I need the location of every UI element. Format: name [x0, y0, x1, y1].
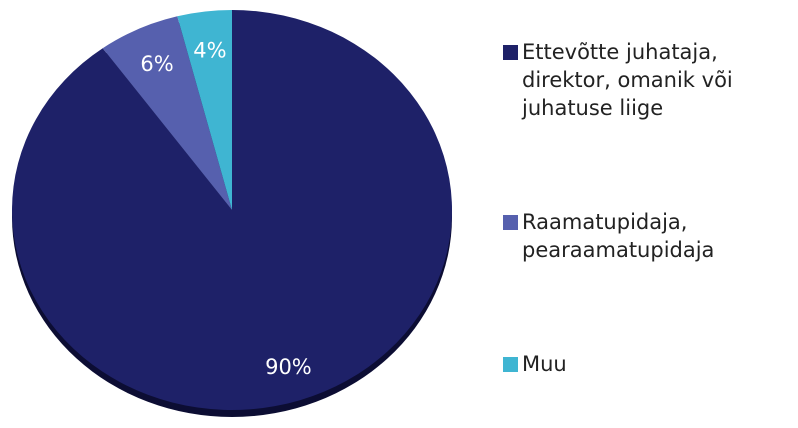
- legend-entry: Raamatupidaja, pearaamatupidaja: [503, 208, 793, 264]
- legend-label: Raamatupidaja, pearaamatupidaja: [522, 210, 715, 262]
- slice-label: 90%: [265, 355, 312, 379]
- legend-entry: Muu: [503, 350, 793, 378]
- pie-slice: [102, 16, 232, 210]
- chart: 90% 6% 4%: [11, 10, 453, 417]
- pie-slice: [177, 10, 232, 210]
- legend: Ettevõtte juhataja, direktor, omanik või…: [503, 38, 793, 378]
- legend-swatch: [503, 357, 518, 372]
- legend-swatch: [503, 215, 518, 230]
- legend-entry: Ettevõtte juhataja, direktor, omanik või…: [503, 38, 793, 122]
- legend-swatch: [503, 45, 518, 60]
- legend-label: Ettevõtte juhataja, direktor, omanik või…: [522, 40, 733, 120]
- pie-slice: [11, 10, 453, 411]
- legend-label: Muu: [522, 352, 567, 376]
- slice-label: 6%: [140, 52, 173, 76]
- slice-label: 4%: [193, 38, 226, 62]
